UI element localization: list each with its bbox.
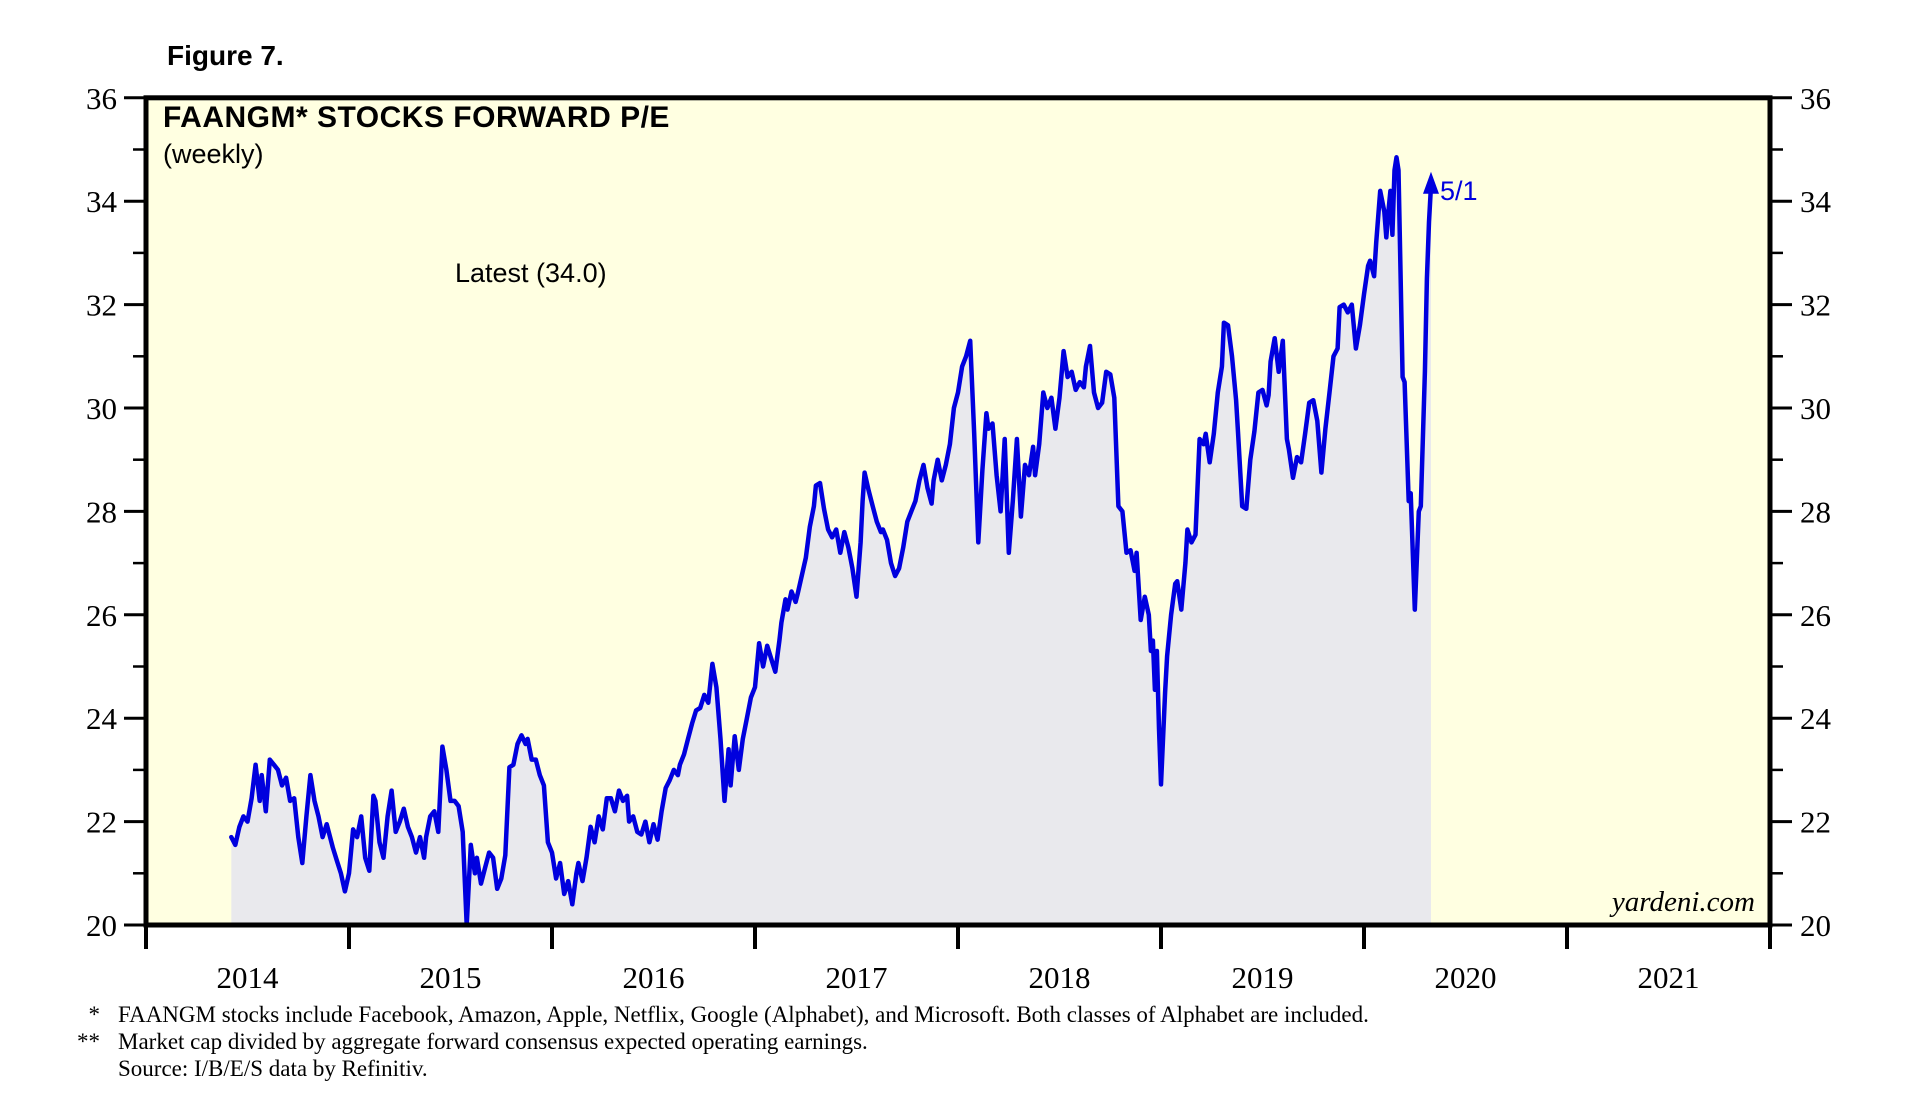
chart-title: FAANGM* STOCKS FORWARD P/E bbox=[163, 101, 670, 134]
footnote-line: ** Market cap divided by aggregate forwa… bbox=[0, 1028, 1922, 1055]
y-axis-label-right: 36 bbox=[1800, 81, 1831, 116]
arrowhead-icon bbox=[1422, 171, 1439, 194]
footnote-text: FAANGM stocks include Facebook, Amazon, … bbox=[118, 1002, 1369, 1027]
x-axis-label: 2020 bbox=[1435, 960, 1497, 995]
y-axis-label-left: 32 bbox=[86, 288, 117, 323]
y-axis-label-left: 36 bbox=[86, 81, 117, 116]
y-axis-label-left: 30 bbox=[86, 391, 117, 426]
figure-label: Figure 7. bbox=[167, 40, 284, 71]
y-axis-label-left: 24 bbox=[86, 701, 118, 736]
last-point-date-label: 5/1 bbox=[1440, 176, 1478, 206]
footnote-text: Source: I/B/E/S data by Refinitiv. bbox=[118, 1056, 428, 1081]
y-axis-label-left: 20 bbox=[86, 908, 117, 943]
footnotes: * FAANGM stocks include Facebook, Amazon… bbox=[0, 1001, 1922, 1082]
footnote-line: * FAANGM stocks include Facebook, Amazon… bbox=[0, 1001, 1922, 1028]
chart-subtitle: (weekly) bbox=[163, 139, 264, 169]
y-axis-label-left: 22 bbox=[86, 805, 117, 840]
y-axis-label-right: 32 bbox=[1800, 288, 1831, 323]
y-axis-label-left: 26 bbox=[86, 598, 117, 633]
series-line bbox=[229, 155, 1434, 928]
x-axis-label: 2021 bbox=[1638, 960, 1700, 995]
x-axis-label: 2014 bbox=[217, 960, 280, 995]
footnote-line: Source: I/B/E/S data by Refinitiv. bbox=[0, 1055, 1922, 1082]
x-axis-label: 2016 bbox=[623, 960, 685, 995]
x-axis-label: 2017 bbox=[826, 960, 888, 995]
footnote-marker: * bbox=[88, 1002, 101, 1027]
footnote-marker: ** bbox=[77, 1029, 100, 1054]
yardeni-watermark: yardeni.com bbox=[1611, 886, 1755, 918]
y-axis-label-left: 34 bbox=[86, 184, 118, 219]
x-axis-label: 2015 bbox=[420, 960, 482, 995]
x-axis-label: 2019 bbox=[1232, 960, 1294, 995]
y-axis-label-right: 30 bbox=[1800, 391, 1831, 426]
y-axis-label-right: 24 bbox=[1800, 701, 1832, 736]
latest-value-annotation: Latest (34.0) bbox=[455, 258, 607, 288]
y-axis-label-left: 28 bbox=[86, 494, 117, 529]
y-axis-label-right: 34 bbox=[1800, 184, 1832, 219]
footnote-marker bbox=[0, 1055, 100, 1082]
y-axis-label-right: 22 bbox=[1800, 805, 1831, 840]
series-area-fill bbox=[231, 157, 1431, 926]
footnote-text: Market cap divided by aggregate forward … bbox=[118, 1029, 868, 1054]
y-axis-label-right: 26 bbox=[1800, 598, 1831, 633]
y-axis-label-right: 20 bbox=[1800, 908, 1831, 943]
y-axis-label-right: 28 bbox=[1800, 494, 1831, 529]
x-axis-label: 2018 bbox=[1029, 960, 1091, 995]
